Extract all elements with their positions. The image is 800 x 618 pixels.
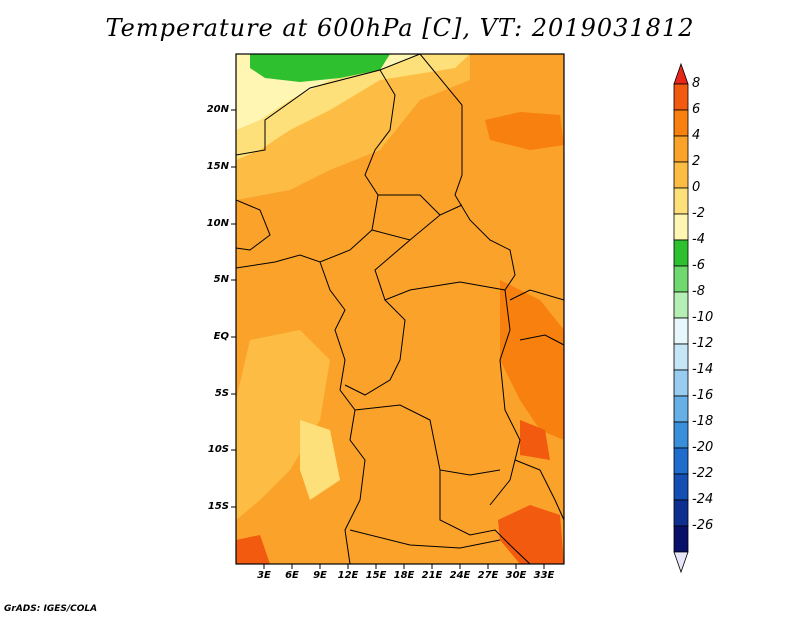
colorbar-segment: [673, 369, 689, 397]
colorbar-label: 6: [692, 102, 701, 117]
colorbar-label: -12: [692, 336, 714, 351]
colorbar-segment: [673, 239, 689, 267]
colorbar: [673, 62, 689, 574]
colorbar-label: 2: [692, 154, 701, 169]
colorbar-label: 4: [692, 128, 701, 143]
colorbar-segment: [673, 135, 689, 163]
colorbar-label: -8: [692, 284, 705, 299]
lon-label: 33E: [533, 570, 555, 581]
colorbar-segment: [673, 109, 689, 137]
lat-label: 15N: [206, 161, 229, 172]
lon-label: 30E: [505, 570, 527, 581]
lat-label: EQ: [213, 331, 229, 342]
lon-label: 21E: [421, 570, 443, 581]
lon-label: 9E: [313, 570, 327, 581]
colorbar-segment: [673, 265, 689, 293]
axis-ticks: [231, 109, 545, 569]
colorbar-segment: [673, 291, 689, 319]
grads-credit: GrADS: IGES/COLA: [4, 604, 98, 614]
colorbar-label: -2: [692, 206, 705, 221]
colorbar-segment: [673, 421, 689, 449]
lat-label: 20N: [206, 104, 229, 115]
country-borders: [236, 54, 564, 564]
lon-label: 18E: [393, 570, 415, 581]
colorbar-segment: [673, 83, 689, 111]
colorbar-segment: [673, 473, 689, 501]
colorbar-label: -22: [692, 466, 714, 481]
colorbar-segment: [673, 187, 689, 215]
lon-label: 12E: [337, 570, 359, 581]
lat-label: 5S: [214, 388, 229, 399]
colorbar-label: -24: [692, 492, 714, 507]
colorbar-segment: [673, 161, 689, 189]
colorbar-label: -14: [692, 362, 714, 377]
colorbar-label: -20: [692, 440, 714, 455]
colorbar-label: -6: [692, 258, 705, 273]
map-frame: [235, 53, 565, 565]
lon-label: 3E: [257, 570, 271, 581]
lat-label: 15S: [207, 501, 229, 512]
colorbar-label: -18: [692, 414, 714, 429]
lat-label: 10S: [207, 444, 229, 455]
colorbar-label: -4: [692, 232, 705, 247]
chart-title: Temperature at 600hPa [C], VT: 201903181…: [105, 14, 695, 42]
colorbar-segment: [673, 447, 689, 475]
colorbar-segment: [673, 343, 689, 371]
colorbar-top-arrow: [673, 62, 689, 85]
lon-label: 24E: [449, 570, 471, 581]
lat-label: 5N: [213, 274, 229, 285]
lon-label: 27E: [477, 570, 499, 581]
colorbar-label: 8: [692, 76, 701, 91]
colorbar-segment: [673, 395, 689, 423]
temperature-field: [236, 54, 564, 564]
colorbar-segment: [673, 213, 689, 241]
lat-label: 10N: [206, 218, 229, 229]
colorbar-label: -26: [692, 518, 714, 533]
colorbar-label: -16: [692, 388, 714, 403]
colorbar-bottom-arrow: [673, 551, 689, 574]
colorbar-label: -10: [692, 310, 714, 325]
colorbar-segment: [673, 525, 689, 553]
lon-label: 6E: [285, 570, 299, 581]
colorbar-segment: [673, 317, 689, 345]
colorbar-segment: [673, 499, 689, 527]
lon-label: 15E: [365, 570, 387, 581]
colorbar-label: 0: [692, 180, 701, 195]
